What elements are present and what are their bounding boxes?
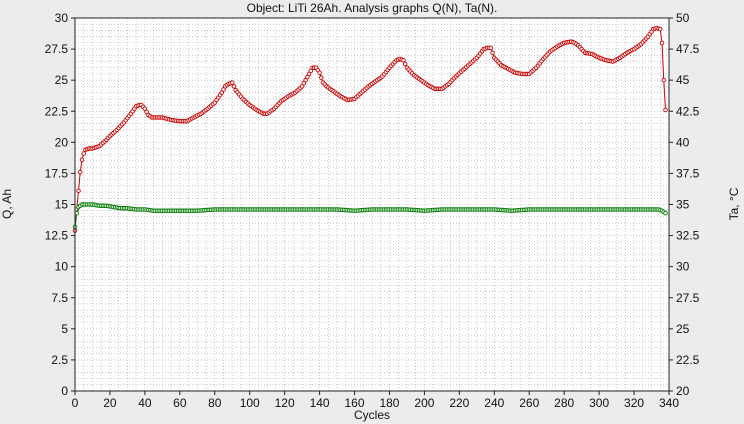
x-tick-label: 300	[589, 396, 609, 410]
data-point-q	[317, 70, 322, 75]
x-tick-label: 280	[554, 396, 574, 410]
x-tick-label: 340	[659, 396, 679, 410]
y-left-tick-label: 10	[55, 260, 69, 274]
x-tick-label: 140	[310, 396, 330, 410]
y-left-tick-label: 5	[61, 322, 68, 336]
y-left-tick-label: 2.5	[51, 353, 68, 367]
data-point-q	[488, 45, 494, 51]
data-point-q	[319, 75, 324, 80]
data-point-q	[77, 169, 83, 175]
x-tick-label: 180	[379, 396, 399, 410]
y-right-tick-label: 25	[676, 322, 690, 336]
y-left-tick-label: 0	[61, 384, 68, 398]
x-tick-label: 200	[414, 396, 434, 410]
ticks-layer: 0 20 40 60 80 100 120 140 160 180 200 220 240 260 280 3…	[45, 11, 700, 410]
data-point-q	[81, 151, 86, 156]
y-left-tick-label: 25	[55, 73, 69, 87]
data-point-q	[231, 84, 237, 89]
y-right-tick-label: 47.5	[676, 42, 700, 56]
y-right-tick-label: 50	[676, 11, 690, 25]
x-tick-label: 320	[624, 396, 644, 410]
y-right-tick-label: 45	[676, 73, 690, 87]
data-point-q	[490, 50, 495, 56]
series-q	[72, 25, 668, 233]
x-tick-label: 260	[519, 396, 539, 410]
y-right-tick-label: 35	[676, 198, 690, 212]
x-tick-label: 220	[449, 396, 469, 410]
y-right-tick-label: 27.5	[676, 291, 700, 305]
y-left-tick-label: 15	[55, 198, 69, 212]
y-left-tick-label: 12.5	[45, 229, 69, 243]
y-right-tick-label: 32.5	[676, 229, 700, 243]
y-right-tick-label: 42.5	[676, 104, 700, 118]
data-point-q	[658, 26, 663, 32]
x-tick-label: 240	[484, 396, 504, 410]
x-tick-label: 120	[275, 396, 295, 410]
x-axis-title: Cycles	[354, 408, 390, 422]
series-layer	[72, 25, 668, 233]
chart-title: Object: LiTi 26Ah. Analysis graphs Q(N),…	[247, 1, 498, 15]
grid	[74, 17, 670, 392]
data-point-q	[661, 77, 667, 83]
y-left-tick-label: 22.5	[45, 104, 69, 118]
data-point-q	[402, 61, 408, 67]
y-axis-right-title: Ta, °C	[727, 187, 741, 220]
x-tick-label: 0	[72, 396, 79, 410]
data-point-q	[76, 188, 81, 194]
y-axis-left-title: Q, Ah	[0, 189, 14, 219]
y-left-tick-label: 7.5	[51, 291, 68, 305]
x-tick-label: 40	[138, 396, 152, 410]
series-ta	[72, 202, 668, 230]
x-tick-label: 20	[103, 396, 117, 410]
y-right-tick-label: 40	[676, 135, 690, 149]
y-right-tick-label: 22.5	[676, 353, 700, 367]
data-point-ta	[663, 210, 668, 216]
x-tick-label: 160	[345, 396, 365, 410]
data-point-q	[79, 157, 85, 162]
x-tick-label: 100	[240, 396, 260, 410]
data-point-q	[401, 58, 406, 63]
y-right-tick-label: 30	[676, 260, 690, 274]
y-left-tick-label: 27.5	[45, 42, 69, 56]
x-tick-label: 80	[208, 396, 222, 410]
y-right-tick-label: 20	[676, 384, 690, 398]
y-left-tick-label: 30	[55, 11, 69, 25]
data-point-q	[229, 80, 235, 85]
y-right-tick-label: 37.5	[676, 166, 700, 180]
y-left-tick-label: 17.5	[45, 166, 69, 180]
x-tick-label: 60	[173, 396, 187, 410]
data-point-q	[663, 107, 668, 113]
data-point-q	[659, 40, 665, 46]
y-left-tick-label: 20	[55, 135, 69, 149]
